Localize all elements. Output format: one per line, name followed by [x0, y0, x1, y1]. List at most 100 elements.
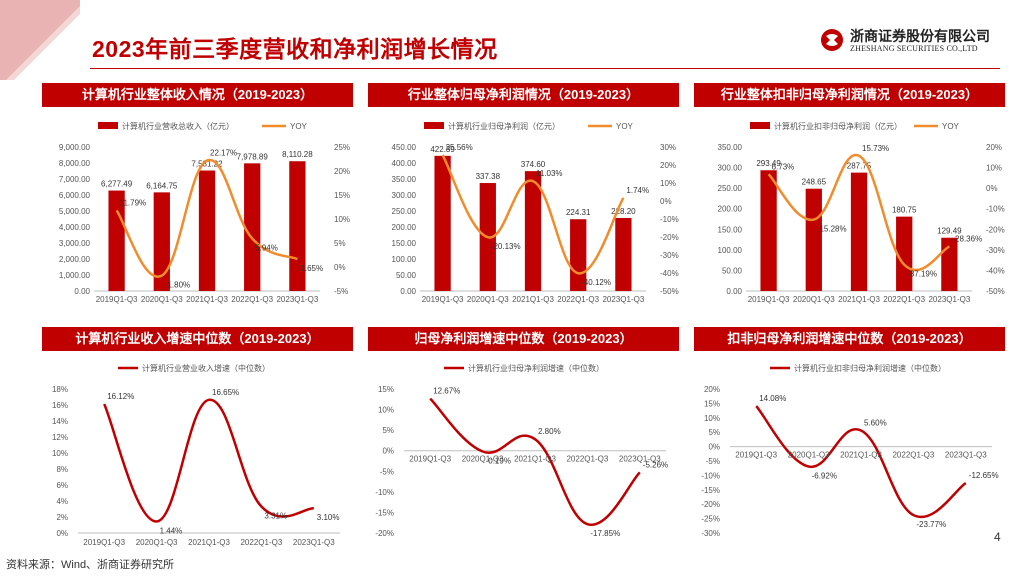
y-tick-label: -10% [375, 488, 394, 497]
y-tick-label: 15% [704, 399, 720, 408]
yoy-value-label: 15.73% [862, 144, 889, 153]
right-tick-label: 10% [986, 164, 1002, 173]
left-tick-label: 250.00 [392, 207, 417, 216]
rev-median-chart: 计算机行业营业收入增速（中位数） 0% 2% 4% 6% 8% 10% 12% 14% 16% 18… [52, 363, 340, 547]
category-label: 2020Q1-Q3 [141, 295, 183, 304]
right-tick-label: 0% [660, 197, 672, 206]
left-tick-label: 3,000.00 [59, 239, 91, 248]
legend-bar-swatch [424, 122, 444, 129]
y-tick-label: 0% [382, 447, 394, 456]
bar-value-label: 7,978.89 [237, 152, 269, 161]
yoy-value-label: -15.28% [817, 225, 847, 234]
median-value-label: -12.65% [969, 471, 999, 480]
right-tick-label: -10% [660, 215, 679, 224]
y-tick-label: 5% [382, 426, 394, 435]
panel-rev-median: 计算机行业收入增速中位数（2019-2023） 计算机行业营业收入增速（中位数）… [42, 327, 353, 553]
bar [434, 155, 451, 291]
left-tick-label: 0.00 [400, 287, 416, 296]
left-tick-label: 9,000.00 [59, 143, 91, 152]
right-tick-label: -40% [660, 269, 679, 278]
category-label: 2020Q1-Q3 [462, 455, 504, 464]
yoy-value-label: 25.56% [446, 143, 473, 152]
legend-bar-swatch [98, 122, 118, 129]
bar-value-label: 6,164.75 [146, 181, 178, 190]
median-value-label: 5.60% [864, 418, 887, 427]
bar [760, 170, 777, 291]
y-tick-label: 14% [52, 417, 68, 426]
right-tick-label: 10% [334, 215, 350, 224]
category-label: 2022Q1-Q3 [240, 538, 282, 547]
median-value-label: 14.08% [759, 394, 786, 403]
yoy-value-label: -1.80% [165, 281, 190, 290]
median-line [103, 398, 314, 523]
panel-title: 计算机行业收入增速中位数（2019-2023） [42, 327, 353, 351]
page-number: 4 [994, 530, 1001, 544]
y-tick-label: 2% [56, 513, 68, 522]
bar-value-label: 8,110.28 [282, 150, 313, 159]
y-tick-label: 4% [56, 497, 68, 506]
corner-decoration [0, 0, 80, 80]
y-tick-label: -5% [706, 457, 720, 466]
category-label: 2022Q1-Q3 [883, 295, 925, 304]
y-tick-label: 15% [378, 385, 394, 394]
yoy-value-label: 11.79% [120, 198, 147, 207]
panel-title: 行业整体归母净利润情况（2019-2023） [368, 83, 679, 107]
median-value-label: 12.67% [433, 387, 460, 396]
logo-mark-icon [821, 29, 843, 51]
y-tick-label: 0% [708, 443, 720, 452]
bar-value-label: 422.39 [430, 145, 455, 154]
left-tick-label: 150.00 [718, 225, 743, 234]
left-tick-label: 7,000.00 [59, 175, 91, 184]
left-tick-label: 150.00 [392, 239, 417, 248]
y-tick-label: 10% [52, 449, 68, 458]
category-label: 2022Q1-Q3 [557, 295, 599, 304]
right-tick-label: 5% [334, 239, 346, 248]
panel-profit-median: 归母净利润增速中位数（2019-2023） 计算机行业归母净利润增速（中位数） -… [368, 327, 679, 553]
left-tick-label: 2,000.00 [59, 255, 91, 264]
legend-line-label: 计算机行业营业收入增速（中位数） [142, 363, 270, 373]
bar [615, 217, 632, 291]
y-tick-label: 6% [56, 481, 68, 490]
category-label: 2022Q1-Q3 [566, 455, 608, 464]
category-label: 2020Q1-Q3 [467, 295, 509, 304]
right-tick-label: -50% [660, 287, 679, 296]
bar-value-label: 224.31 [566, 208, 591, 217]
y-tick-label: 8% [56, 465, 68, 474]
page-title: 2023年前三季度营收和净利润增长情况 [92, 36, 498, 62]
left-tick-label: 1,000.00 [59, 271, 91, 280]
bar [244, 163, 261, 291]
median-value-label: 2.80% [538, 427, 561, 436]
legend-line-label: YOY [290, 122, 308, 131]
bar-value-label: 6,277.49 [101, 180, 133, 189]
bar [524, 171, 542, 291]
panel-title: 扣非归母净利润增速中位数（2019-2023） [694, 327, 1005, 351]
median-value-label: 16.12% [107, 392, 134, 401]
category-label: 2021Q1-Q3 [840, 451, 882, 460]
y-tick-label: -15% [701, 486, 720, 495]
left-tick-label: 350.00 [718, 143, 743, 152]
y-tick-label: 10% [378, 406, 394, 415]
median-value-label: -5.26% [643, 460, 668, 469]
bar-value-label: 374.60 [521, 160, 546, 169]
left-tick-label: 350.00 [392, 175, 417, 184]
left-tick-label: 100.00 [392, 255, 417, 264]
category-label: 2021Q1-Q3 [188, 538, 230, 547]
yoy-value-label: 11.03% [536, 169, 563, 178]
right-tick-label: 20% [986, 143, 1002, 152]
panel-deducted-median: 扣非归母净利润增速中位数（2019-2023） 计算机行业扣非归母净利润增速（中… [694, 327, 1005, 553]
company-logo: 浙商证券股份有限公司 ZHESHANG SECURITIES CO.,LTD [820, 26, 1020, 66]
right-tick-label: -10% [986, 205, 1005, 214]
left-tick-label: 5,000.00 [59, 207, 91, 216]
right-tick-label: -20% [986, 225, 1005, 234]
bar-value-label: 248.65 [802, 178, 827, 187]
category-label: 2023Q1-Q3 [619, 455, 661, 464]
category-label: 2023Q1-Q3 [276, 295, 318, 304]
category-label: 2022Q1-Q3 [892, 451, 934, 460]
bar [805, 188, 822, 291]
left-tick-label: 400.00 [392, 159, 417, 168]
right-tick-label: 30% [660, 143, 676, 152]
netprofit-chart: 计算机行业归母净利润（亿元） YOY 0.00 50.00 100.00 150.00 20… [392, 121, 679, 304]
left-tick-label: 200.00 [392, 223, 417, 232]
category-label: 2021Q1-Q3 [186, 295, 228, 304]
y-tick-label: 18% [52, 385, 68, 394]
